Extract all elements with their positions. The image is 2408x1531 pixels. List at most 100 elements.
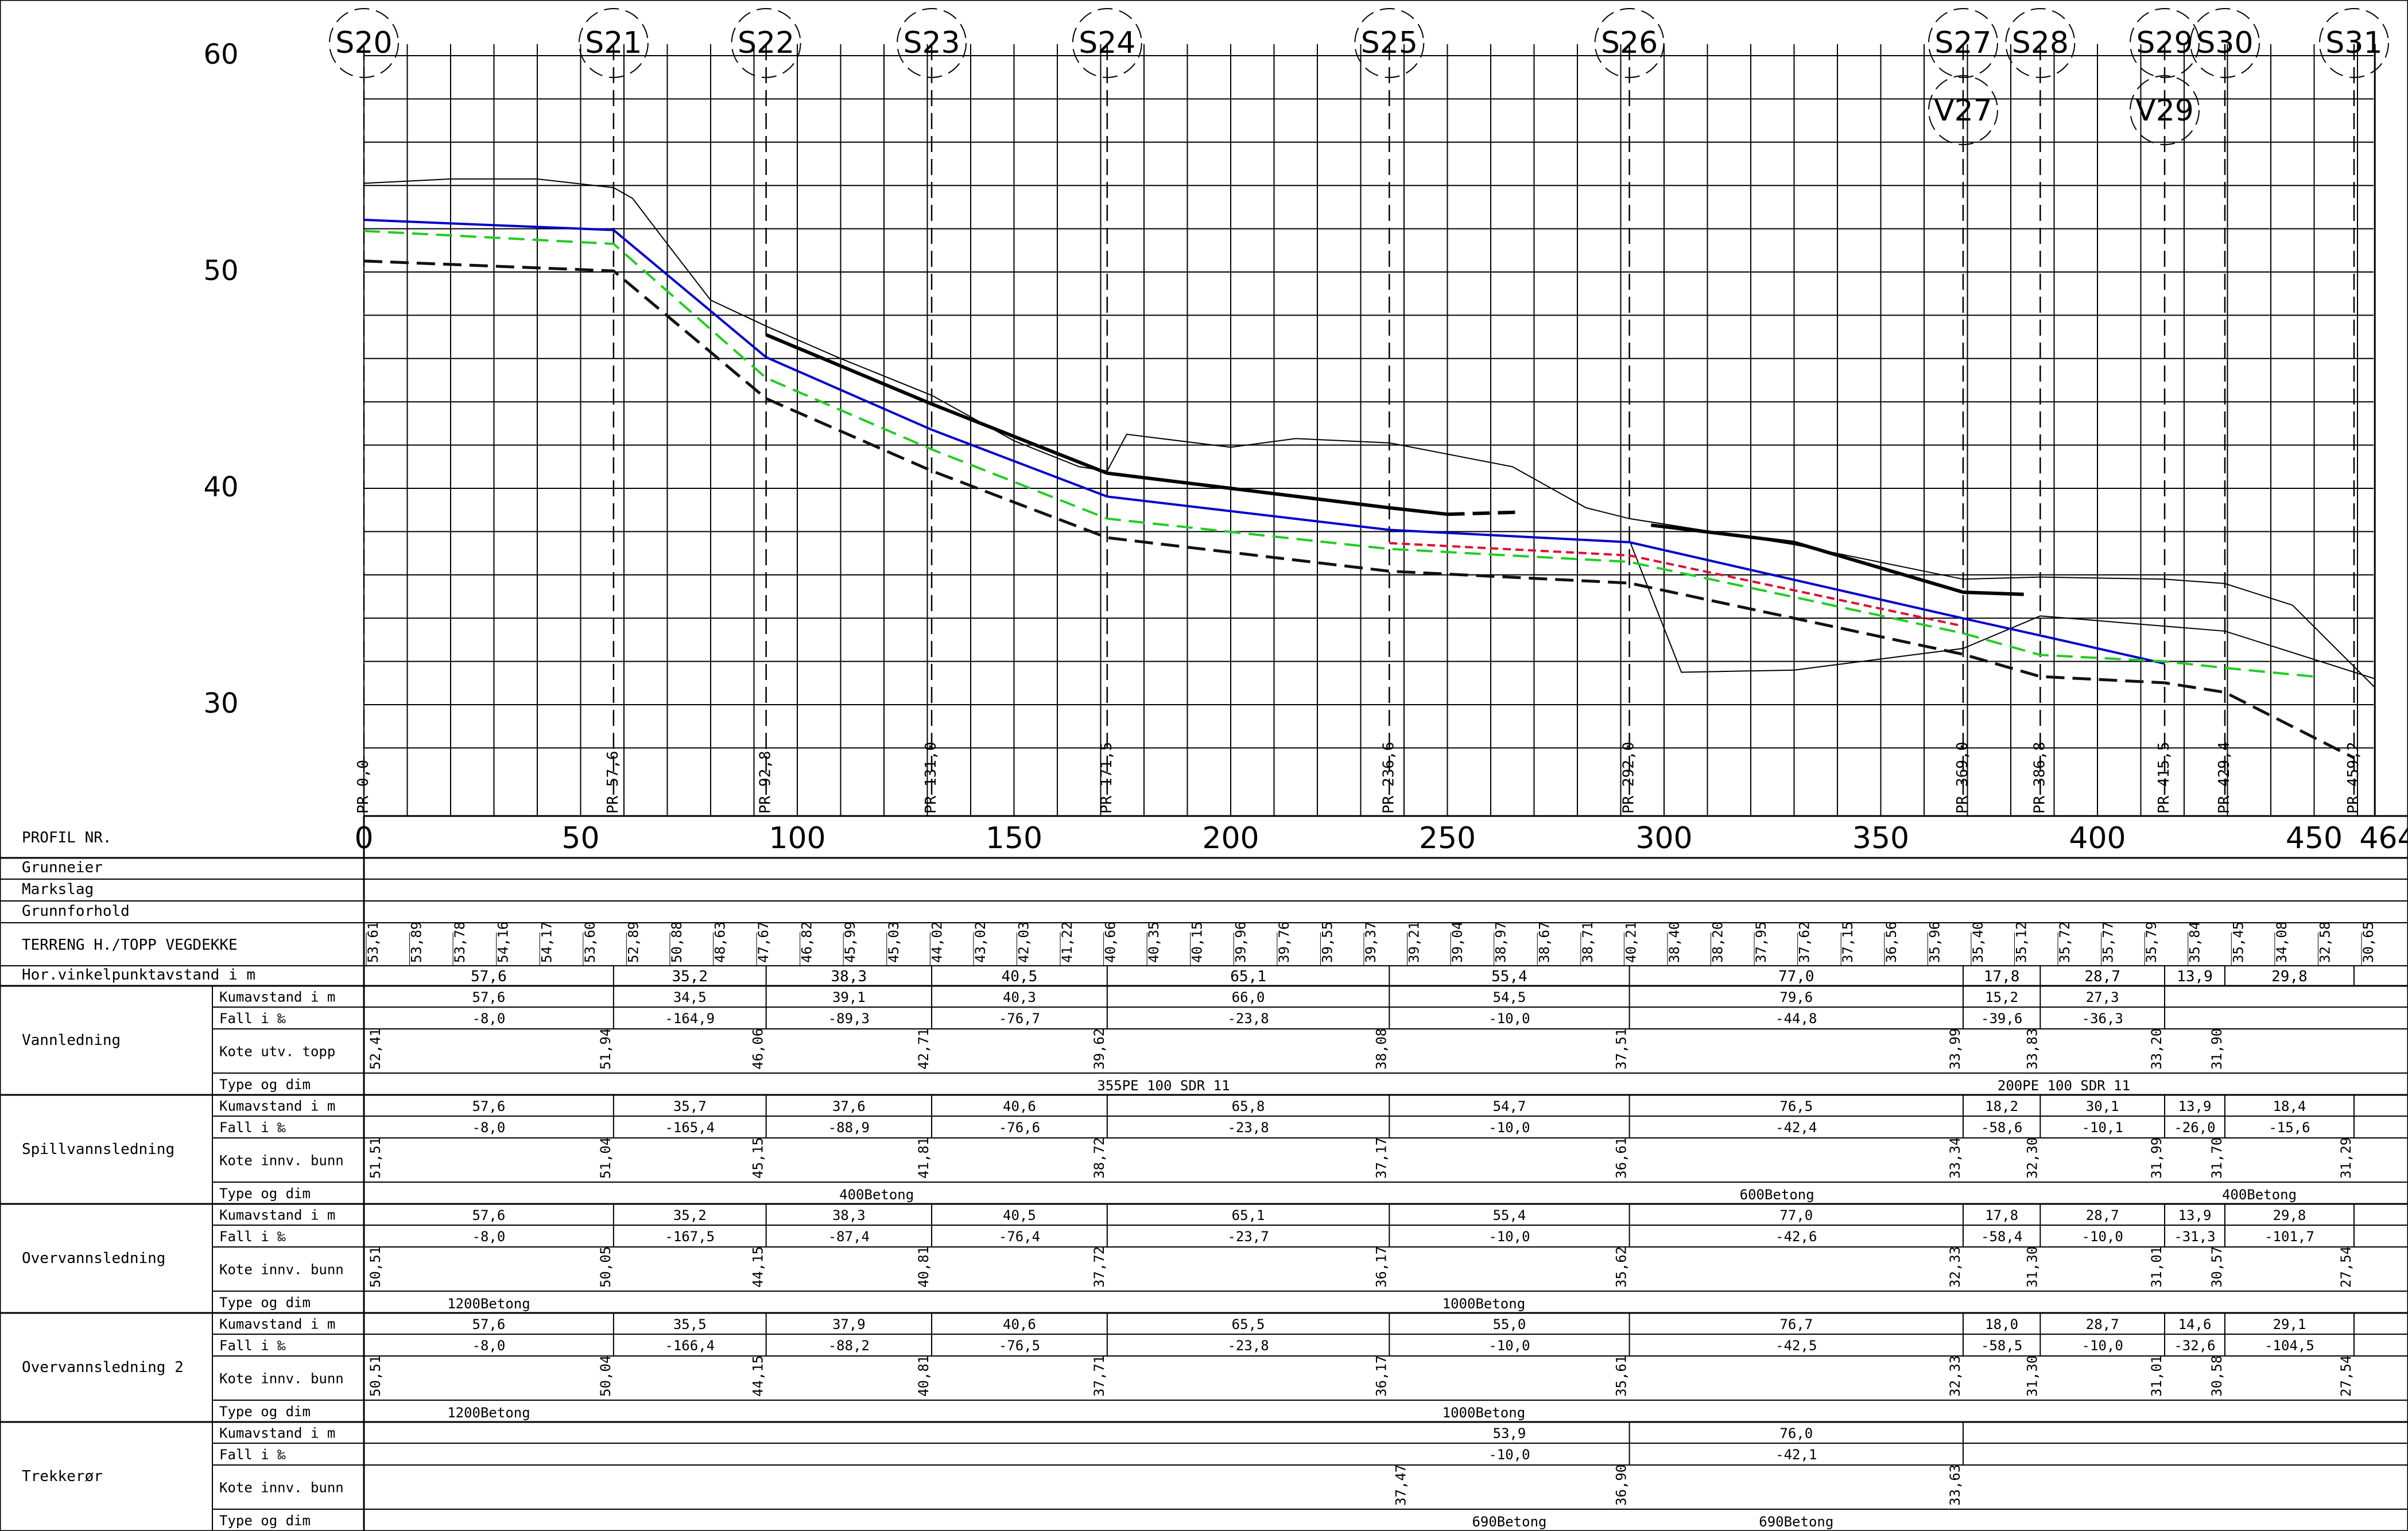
manhole-circle	[731, 8, 801, 78]
kote-value: 32,33	[1947, 1246, 1963, 1288]
fall-value: -76,4	[999, 1229, 1040, 1245]
fall-value: -32,6	[2174, 1338, 2215, 1354]
kum-value: 57,6	[472, 1316, 506, 1332]
station-label: 200	[1202, 821, 1259, 856]
kum-value: 76,7	[1779, 1316, 1813, 1332]
kote-value: 33,63	[1947, 1464, 1963, 1506]
valve-circle	[1928, 75, 1998, 145]
terrain-value: 42,03	[1015, 922, 1032, 963]
elevation-label: 50	[203, 255, 238, 287]
section-name: Spillvannsledning	[22, 1141, 175, 1158]
manhole-label: S25	[1361, 26, 1418, 60]
manhole-circle	[329, 8, 399, 78]
fall-value: -8,0	[472, 1229, 506, 1245]
pr-label: PR 386,8	[2031, 742, 2048, 814]
fall-value: -42,6	[1775, 1229, 1817, 1245]
kote-value: 33,83	[2024, 1028, 2040, 1070]
pr-label: PR 171,5	[1098, 742, 1115, 814]
terrain-value: 53,78	[452, 922, 468, 963]
fall-value: -166,4	[665, 1338, 715, 1354]
kote-value: 37,47	[1393, 1464, 1409, 1506]
terrain-value: 39,55	[1319, 922, 1335, 963]
section-row-label: Fall i ‰	[219, 1447, 286, 1463]
kote-value: 51,51	[367, 1137, 383, 1179]
section-row-label: Kumavstand i m	[219, 1207, 335, 1223]
kote-value: 36,61	[1614, 1137, 1630, 1179]
row-grunnforhold: Grunnforhold	[22, 903, 130, 920]
profile-table: PROFIL NR. Grunneier Markslag Grunnforhold T…	[0, 816, 2408, 1531]
manhole-circle	[2189, 8, 2260, 78]
type-value: 1000Betong	[1443, 1405, 1526, 1421]
terrain-value: 52,89	[625, 922, 641, 963]
kum-value: 77,0	[1779, 1207, 1813, 1223]
section-row-label: Type og dim	[219, 1404, 311, 1420]
type-value: 200PE 100 SDR 11	[1998, 1078, 2130, 1094]
fall-value: -165,4	[665, 1120, 715, 1136]
pipe-lines	[363, 178, 2375, 759]
kum-value: 17,8	[1985, 1207, 2018, 1223]
terrain-value: 38,97	[1493, 922, 1509, 963]
fall-value: -10,0	[1488, 1338, 1530, 1354]
kum-value: 30,1	[2086, 1098, 2119, 1114]
kote-value: 37,72	[1091, 1246, 1107, 1288]
kum-value: 28,7	[2086, 1316, 2119, 1332]
fall-value: -42,1	[1775, 1447, 1817, 1463]
terrain-value: 35,79	[2143, 922, 2159, 963]
row-grunneier: Grunneier	[22, 859, 103, 876]
valve-label: V29	[2135, 94, 2194, 128]
kum-value: 40,3	[1003, 989, 1036, 1005]
station-label: 464	[2359, 821, 2408, 856]
kote-value: 35,61	[1614, 1355, 1630, 1397]
pr-label: PR 57,6	[604, 751, 622, 814]
terrain-value: 45,03	[886, 922, 902, 963]
type-value: 1200Betong	[447, 1296, 530, 1312]
fall-value: -10,0	[1488, 1447, 1530, 1463]
manhole-circle	[1354, 8, 1425, 78]
fall-value: -76,7	[999, 1011, 1040, 1027]
type-value: 400Betong	[2222, 1187, 2297, 1203]
kum-value: 76,5	[1779, 1098, 1813, 1114]
station-label: 350	[1852, 821, 1909, 856]
fall-value: -89,3	[828, 1011, 870, 1027]
type-value: 400Betong	[839, 1187, 914, 1203]
kote-value: 50,04	[598, 1355, 614, 1397]
terrain-value: 48,63	[712, 922, 728, 963]
kum-value: 14,6	[2178, 1316, 2212, 1332]
section-row-label: Kumavstand i m	[219, 989, 335, 1005]
fall-value: -87,4	[828, 1229, 870, 1245]
manhole-label: S28	[2012, 26, 2069, 60]
kote-value: 37,51	[1614, 1028, 1630, 1070]
kum-value: 40,6	[1003, 1316, 1036, 1332]
kote-value: 42,71	[916, 1028, 932, 1070]
kum-value: 37,6	[832, 1098, 866, 1114]
hor-value: 17,8	[1984, 968, 2020, 985]
terrain-value: 45,99	[842, 922, 858, 963]
section-row-label: Fall i ‰	[219, 1120, 286, 1136]
kum-value: 18,2	[1985, 1098, 2018, 1114]
elevation-label: 30	[203, 687, 238, 720]
type-value: 690Betong	[1472, 1514, 1546, 1530]
manhole-label: S31	[2325, 26, 2382, 60]
kote-value: 32,30	[2024, 1137, 2040, 1179]
pr-label: PR 429,4	[2216, 742, 2233, 814]
section-name: Overvannsledning	[22, 1250, 165, 1267]
kote-value: 52,41	[367, 1028, 383, 1070]
fall-value: -8,0	[472, 1120, 506, 1136]
terrain-value: 40,66	[1103, 922, 1119, 963]
section-row-label: Type og dim	[219, 1513, 311, 1529]
kum-value: 15,2	[1985, 989, 2018, 1005]
manhole-circle	[2005, 8, 2076, 78]
fall-value: -10,0	[1488, 1011, 1530, 1027]
kote-value: 31,90	[2209, 1028, 2225, 1070]
hor-value: 65,1	[1230, 968, 1266, 985]
hor-value: 77,0	[1778, 968, 1814, 985]
manhole-label: S21	[585, 26, 642, 60]
kote-value: 31,99	[2149, 1137, 2165, 1179]
kote-value: 37,17	[1373, 1137, 1389, 1179]
terrain-value: 39,37	[1363, 922, 1379, 963]
terrain-value: 39,21	[1406, 922, 1422, 963]
road-top-dashed	[1447, 510, 1521, 516]
manhole-circle	[897, 8, 967, 78]
section-row-label: Type og dim	[219, 1295, 311, 1311]
